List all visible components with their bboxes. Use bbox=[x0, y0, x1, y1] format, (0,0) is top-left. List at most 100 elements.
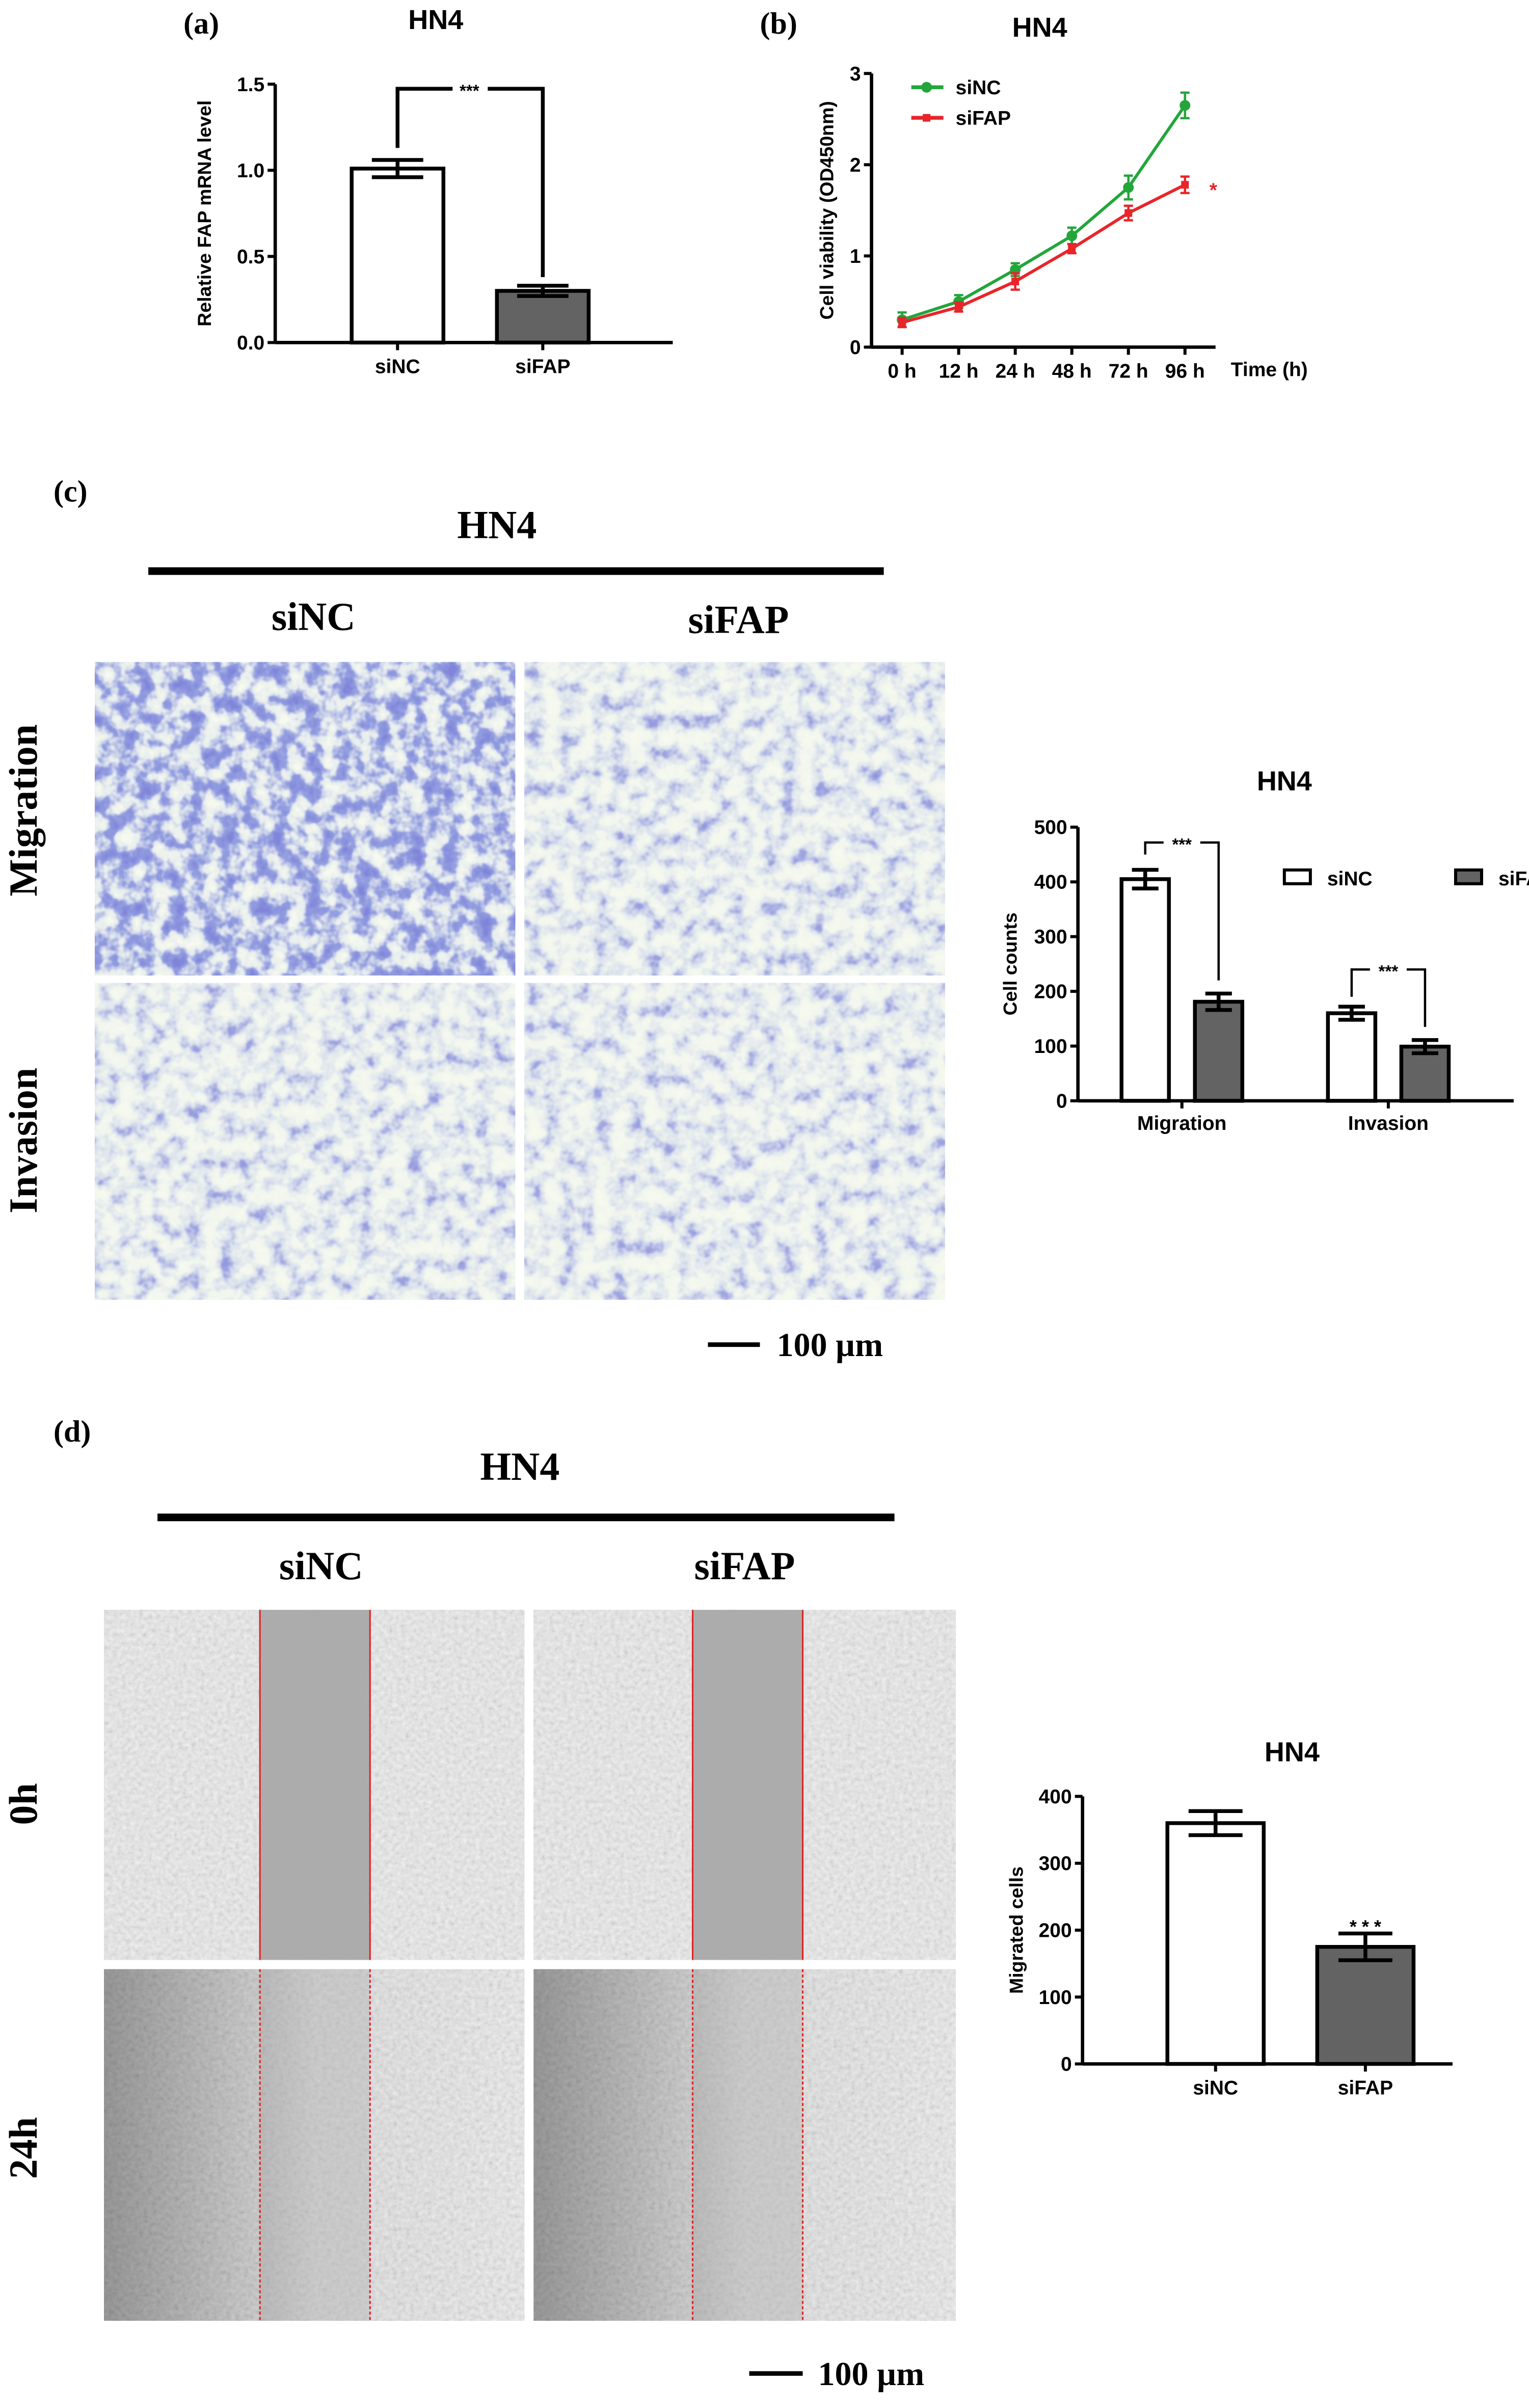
y-tick-label: 0 bbox=[1056, 1090, 1067, 1112]
legend-marker bbox=[923, 114, 931, 122]
data-point bbox=[1011, 278, 1020, 286]
x-tick-label: 96 h bbox=[1165, 360, 1205, 382]
data-point bbox=[1124, 209, 1133, 217]
bar-siNC bbox=[1165, 1821, 1266, 2066]
y-axis-label: Relative FAP mRNA level bbox=[194, 100, 215, 327]
legend-item-siNC: siNC bbox=[911, 77, 1001, 99]
scratch-0h-sinc bbox=[104, 1610, 525, 1960]
y-tick-label: 0 bbox=[1061, 2053, 1072, 2075]
significance-bracket bbox=[1144, 841, 1220, 981]
row-label-24h: 24h bbox=[1, 2117, 45, 2179]
scratch-24h-sinc bbox=[104, 1969, 525, 2321]
error-bar bbox=[1338, 1931, 1392, 1962]
y-axis-label: Cell viability (OD450nm) bbox=[816, 101, 838, 319]
panel-d-label: (d) bbox=[53, 1415, 91, 1448]
group-line bbox=[148, 567, 884, 575]
error-bar bbox=[371, 158, 423, 179]
y-tick-label: 300 bbox=[1034, 926, 1067, 948]
y-tick-label: 2 bbox=[850, 154, 861, 176]
micrograph-invasion-sinc bbox=[95, 983, 516, 1300]
error-bar bbox=[1338, 1005, 1365, 1022]
y-tick-label: 500 bbox=[1034, 817, 1067, 838]
data-point bbox=[898, 318, 906, 327]
col-label-sifap: siFAP bbox=[688, 598, 789, 642]
legend-label: siNC bbox=[1327, 868, 1373, 890]
micrograph-migration-sifap bbox=[524, 662, 945, 976]
x-tick-label: siFAP bbox=[1338, 2077, 1393, 2099]
significance-label: * * * bbox=[1350, 1916, 1381, 1937]
error-bar bbox=[1188, 1809, 1243, 1837]
error-bar bbox=[1132, 868, 1159, 890]
bar-siFAP bbox=[1315, 1945, 1416, 2066]
col-label-sinc: siNC bbox=[272, 594, 356, 639]
panel-d-images: HN4 siNC siFAP 0h 24h 100 µm bbox=[1, 1444, 956, 2393]
panel-c-cell-line: HN4 bbox=[457, 503, 537, 547]
legend-swatch bbox=[1454, 868, 1483, 885]
error-bar bbox=[517, 284, 569, 298]
y-tick-label: 0.0 bbox=[237, 332, 264, 354]
x-tick-label: 72 h bbox=[1109, 360, 1148, 382]
error-bar bbox=[1411, 1038, 1438, 1056]
bar-siNC bbox=[350, 167, 446, 345]
y-tick-label: 0 bbox=[850, 337, 861, 359]
legend-swatch bbox=[1282, 868, 1312, 885]
bar-Migration-siNC bbox=[1119, 877, 1171, 1103]
scale-bar bbox=[749, 2371, 803, 2376]
x-tick-label: siNC bbox=[1193, 2077, 1238, 2099]
y-tick-label: 300 bbox=[1039, 1853, 1072, 1875]
error-bar bbox=[1205, 991, 1232, 1012]
bar-Invasion-siNC bbox=[1326, 1011, 1378, 1103]
series-siNC bbox=[897, 91, 1191, 329]
significance-label: * bbox=[1210, 180, 1218, 202]
x-tick-label: 48 h bbox=[1052, 360, 1092, 382]
chart-d: 0 100 200 300 400 HN4 Migrated cells siNC siFAP *… bbox=[1006, 1737, 1453, 2099]
y-tick-label: 1 bbox=[850, 246, 861, 267]
panel-d-cell-line: HN4 bbox=[480, 1444, 559, 1489]
y-tick-label: 200 bbox=[1034, 981, 1067, 1003]
micrograph-migration-sinc bbox=[95, 662, 516, 976]
significance-label: *** bbox=[1172, 835, 1192, 854]
y-tick-label: 400 bbox=[1034, 872, 1067, 894]
data-point bbox=[955, 303, 963, 311]
legend-item-siFAP: siFAP bbox=[1454, 868, 1529, 890]
y-tick-label: 100 bbox=[1039, 1987, 1072, 2009]
scratch-0h-sifap bbox=[533, 1610, 956, 1960]
y-tick-label: 400 bbox=[1039, 1786, 1072, 1808]
legend-item-siFAP: siFAP bbox=[911, 107, 1011, 129]
series-siFAP bbox=[897, 175, 1190, 329]
chart-title: HN4 bbox=[1012, 12, 1067, 43]
x-axis-label: Time (h) bbox=[1231, 359, 1308, 381]
x-tick-label: 12 h bbox=[939, 360, 979, 382]
data-point bbox=[1068, 245, 1076, 253]
x-tick-label: 24 h bbox=[996, 360, 1035, 382]
data-point bbox=[1181, 181, 1189, 189]
significance-label: *** bbox=[1379, 962, 1399, 981]
micrograph-invasion-sifap bbox=[524, 983, 945, 1300]
y-tick-label: 0.5 bbox=[237, 246, 264, 268]
col-label-sifap: siFAP bbox=[694, 1544, 795, 1588]
data-point bbox=[1123, 182, 1134, 193]
y-axis-label: Cell counts bbox=[1000, 912, 1021, 1015]
y-tick-label: 3 bbox=[850, 63, 861, 85]
bar-siFAP bbox=[495, 289, 591, 345]
legend-label: siNC bbox=[956, 77, 1001, 99]
legend-item-siNC: siNC bbox=[1282, 868, 1373, 890]
x-tick-label: siFAP bbox=[515, 356, 570, 377]
chart-b: 0 1 2 3 HN4 Cell viability (OD450nm) 0 h 12 h 24… bbox=[816, 12, 1308, 382]
panel-b-label: (b) bbox=[760, 7, 797, 40]
chart-a: 0.0 0.5 1.0 1.5 HN4 Relative FAP mRNA level si… bbox=[194, 5, 673, 377]
data-point bbox=[1179, 100, 1191, 111]
bar-Migration-siFAP bbox=[1193, 999, 1245, 1103]
panel-c-images: HN4 siNC siFAP Migration Invasion 100 µm bbox=[1, 503, 945, 1364]
x-tick-label: Migration bbox=[1137, 1113, 1226, 1134]
y-tick-label: 1.0 bbox=[237, 160, 264, 182]
scratch-gap bbox=[692, 1610, 803, 1960]
data-point bbox=[1066, 230, 1078, 241]
row-label-0h: 0h bbox=[1, 1783, 45, 1825]
x-tick-label: 0 h bbox=[888, 360, 916, 382]
vignette bbox=[533, 1969, 956, 2321]
row-label-invasion: Invasion bbox=[1, 1068, 45, 1213]
y-axis-label: Migrated cells bbox=[1006, 1866, 1027, 1994]
legend-marker bbox=[921, 82, 932, 93]
scale-bar bbox=[708, 1342, 760, 1347]
